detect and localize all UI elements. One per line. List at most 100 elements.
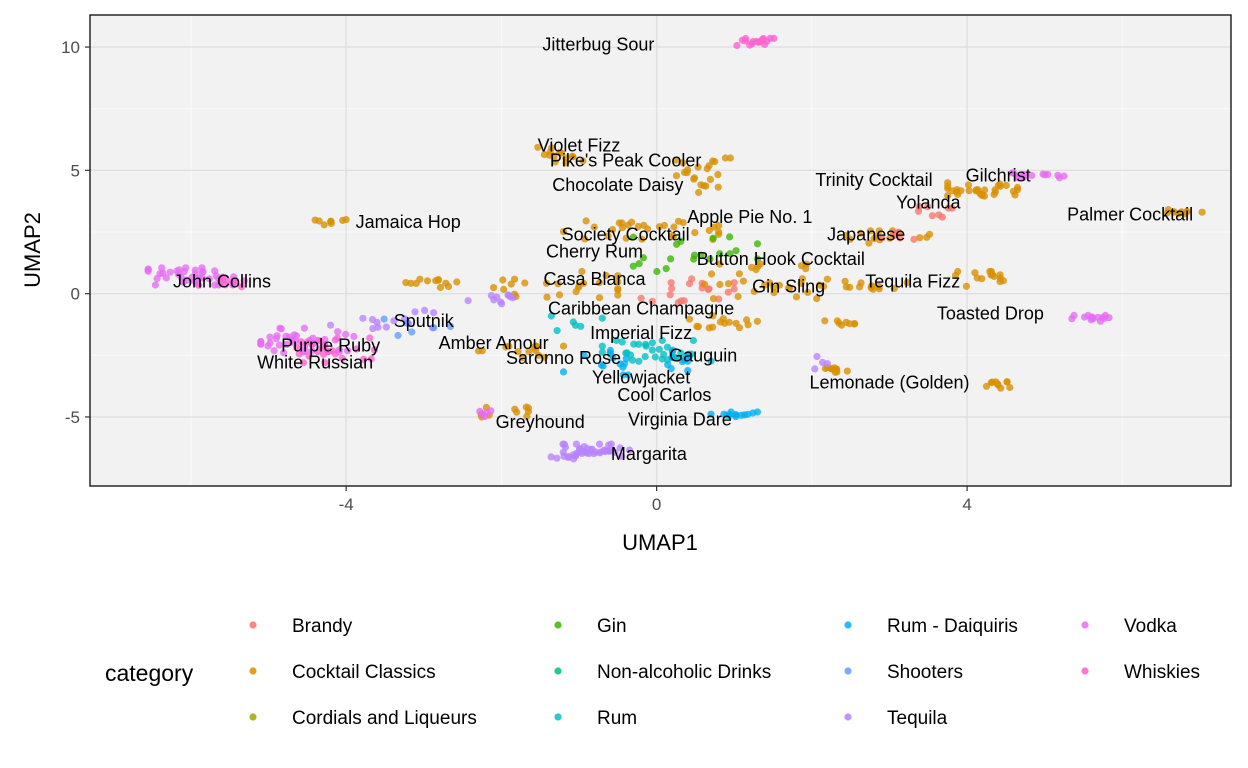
data-point <box>648 346 656 354</box>
point-label: Yellowjacket <box>592 368 690 388</box>
data-point <box>618 338 626 346</box>
data-point <box>658 336 666 345</box>
data-point <box>343 347 352 355</box>
data-point <box>598 348 606 356</box>
data-point <box>666 291 674 299</box>
legend-item: Non-alcoholic Drinks <box>554 662 771 683</box>
data-point <box>205 275 213 283</box>
data-point <box>710 223 718 231</box>
data-point <box>569 153 577 161</box>
data-point <box>669 346 677 354</box>
data-point <box>948 204 956 212</box>
data-point <box>707 410 715 418</box>
data-point <box>595 440 604 448</box>
data-point <box>674 217 683 225</box>
x-tick-label: 4 <box>962 495 971 514</box>
data-point <box>605 447 613 455</box>
legend-item: Vodka <box>1081 616 1177 637</box>
data-point <box>211 267 219 275</box>
data-point <box>275 341 283 349</box>
data-point <box>490 284 498 292</box>
legend-label: Rum <box>597 708 637 729</box>
data-point <box>547 453 555 461</box>
data-point <box>618 452 626 460</box>
data-point <box>559 440 567 448</box>
data-point <box>519 354 527 362</box>
legend-swatch <box>1081 667 1089 675</box>
data-point <box>513 408 521 416</box>
data-point <box>525 348 533 356</box>
data-point <box>614 291 622 299</box>
point-label: Toasted Drop <box>937 303 1044 323</box>
data-point <box>746 41 754 49</box>
data-point <box>730 279 738 287</box>
data-point <box>982 382 991 390</box>
point-label: Society Cocktail <box>562 225 690 245</box>
data-point <box>436 283 444 292</box>
data-point <box>996 271 1004 279</box>
data-point <box>635 260 643 268</box>
data-point <box>875 227 883 235</box>
data-point <box>500 285 508 293</box>
legend-title: category <box>105 660 194 686</box>
data-point <box>283 340 291 348</box>
data-point <box>321 359 329 367</box>
data-point <box>890 231 899 239</box>
legend-swatch <box>249 621 257 629</box>
data-point <box>739 277 748 285</box>
point-label: Sputnik <box>394 311 455 331</box>
data-point <box>582 217 590 225</box>
data-point <box>487 407 495 415</box>
data-point <box>792 293 801 301</box>
point-label: Imperial Fizz <box>590 323 692 343</box>
data-point <box>342 330 350 338</box>
point-label: Gin Sling <box>752 276 825 296</box>
point-label: Button Hook Cocktail <box>697 249 865 269</box>
data-point <box>338 354 346 363</box>
data-point <box>684 367 692 375</box>
data-point <box>339 216 347 224</box>
data-point <box>331 350 339 358</box>
point-label: Palmer Cocktail <box>1067 205 1193 225</box>
data-point <box>282 332 290 340</box>
data-point <box>524 407 533 416</box>
data-point <box>903 278 911 287</box>
data-point <box>714 171 722 179</box>
legend-label: Cordials and Liqueurs <box>292 708 477 729</box>
data-point <box>693 322 701 330</box>
data-point <box>685 315 694 323</box>
data-point <box>701 280 709 288</box>
data-point <box>359 314 367 322</box>
point-label: John Collins <box>173 271 271 291</box>
data-point <box>639 254 648 262</box>
data-point <box>493 293 501 301</box>
data-point <box>724 280 733 288</box>
data-point <box>403 319 411 327</box>
data-point <box>1163 209 1171 217</box>
data-point <box>673 240 681 248</box>
data-point <box>611 448 619 457</box>
data-point <box>709 312 717 320</box>
panel-background <box>90 15 1231 486</box>
legend-swatch <box>249 713 257 721</box>
data-point <box>706 175 715 183</box>
legend-item: Cordials and Liqueurs <box>249 708 477 729</box>
data-point <box>733 41 741 50</box>
data-point <box>579 157 587 165</box>
data-point <box>677 297 685 305</box>
data-point <box>289 338 297 346</box>
data-point <box>297 338 305 346</box>
data-point <box>750 287 758 295</box>
data-point <box>843 231 851 240</box>
data-point <box>507 280 515 288</box>
data-point <box>938 213 946 221</box>
data-point <box>709 234 717 242</box>
data-point <box>740 411 749 419</box>
point-label: Japanese <box>827 225 905 245</box>
data-point <box>369 325 377 333</box>
data-point <box>407 279 415 287</box>
data-point <box>1013 183 1022 191</box>
legend-swatch <box>844 667 852 675</box>
data-point <box>865 239 873 247</box>
